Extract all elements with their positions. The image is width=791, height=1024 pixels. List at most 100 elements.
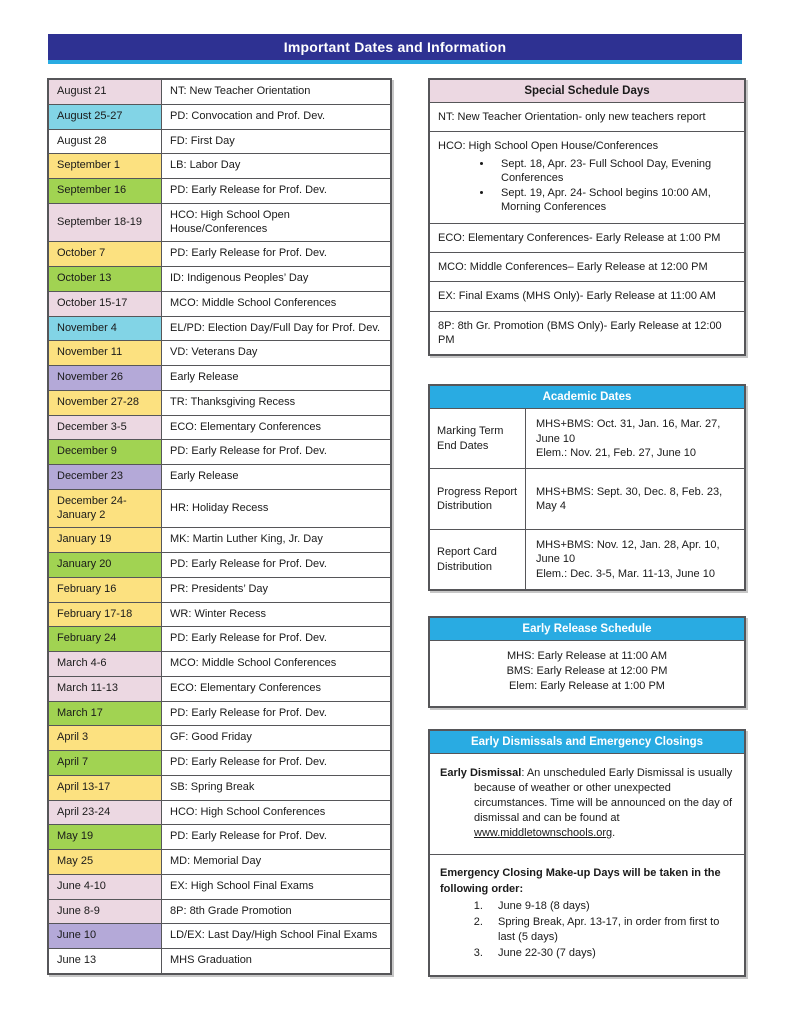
academic-row-label: Progress Report Distribution bbox=[430, 469, 526, 530]
description-cell: MHS Graduation bbox=[161, 947, 392, 975]
date-cell: September 1 bbox=[47, 153, 162, 179]
academic-dates-row: Report Card Distribution MHS+BMS: Nov. 12… bbox=[430, 530, 744, 590]
special-schedule-row-text: NT: New Teacher Orientation- only new te… bbox=[438, 111, 706, 123]
early-release-line: Elem: Early Release at 1:00 PM bbox=[509, 679, 665, 692]
table-row: February 16 PR: Presidents’ Day bbox=[47, 576, 392, 603]
date-cell: October 15-17 bbox=[47, 290, 162, 317]
description-cell: MCO: Middle School Conferences bbox=[161, 290, 392, 317]
special-schedule-row: 8P: 8th Gr. Promotion (BMS Only)- Early … bbox=[430, 312, 744, 355]
makeup-day-item: June 22-30 (7 days) bbox=[486, 946, 734, 961]
special-schedule-bullet: Sept. 18, Apr. 23- Full School Day, Even… bbox=[493, 157, 736, 186]
important-dates-table: August 21 NT: New Teacher Orientation Augu… bbox=[47, 78, 392, 975]
page-title: Important Dates and Information bbox=[283, 39, 507, 55]
description-cell: PD: Early Release for Prof. Dev. bbox=[161, 626, 392, 652]
date-cell: May 19 bbox=[47, 824, 162, 850]
special-schedule-row: NT: New Teacher Orientation- only new te… bbox=[430, 103, 744, 133]
table-row: January 19 MK: Martin Luther King, Jr. Da… bbox=[47, 527, 392, 553]
dismissals-panel: Early Dismissals and Emergency Closings … bbox=[428, 728, 746, 978]
date-cell: June 8-9 bbox=[47, 898, 162, 925]
table-row: September 18-19 HCO: High School Open Hou… bbox=[47, 202, 392, 243]
description-cell: PD: Early Release for Prof. Dev. bbox=[161, 178, 392, 204]
description-cell: MK: Martin Luther King, Jr. Day bbox=[161, 527, 392, 553]
table-row: June 8-9 8P: 8th Grade Promotion bbox=[47, 898, 392, 925]
spacer bbox=[428, 591, 746, 616]
date-cell: March 4-6 bbox=[47, 651, 162, 677]
date-cell: August 21 bbox=[47, 78, 162, 105]
special-schedule-row: HCO: High School Open House/Conferences S… bbox=[430, 132, 744, 224]
table-row: December 9 PD: Early Release for Prof. De… bbox=[47, 439, 392, 465]
table-row: September 16 PD: Early Release for Prof. … bbox=[47, 178, 392, 204]
table-row: August 21 NT: New Teacher Orientation bbox=[47, 78, 392, 105]
special-schedule-row-text: ECO: Elementary Conferences- Early Relea… bbox=[438, 231, 721, 244]
description-cell: NT: New Teacher Orientation bbox=[161, 78, 392, 105]
important-dates-table-body: August 21 NT: New Teacher Orientation Augu… bbox=[47, 78, 392, 975]
early-dismissal-text-end: . bbox=[612, 827, 616, 840]
description-cell: PD: Early Release for Prof. Dev. bbox=[161, 439, 392, 465]
table-row: March 11-13 ECO: Elementary Conferences bbox=[47, 675, 392, 702]
date-cell: August 25-27 bbox=[47, 103, 162, 130]
table-row: February 24 PD: Early Release for Prof. D… bbox=[47, 626, 392, 652]
description-cell: 8P: 8th Grade Promotion bbox=[161, 898, 392, 925]
description-cell: SB: Spring Break bbox=[161, 774, 392, 801]
spacer bbox=[428, 356, 746, 384]
academic-row-value: MHS+BMS: Nov. 12, Jan. 28, Apr. 10, June… bbox=[526, 530, 744, 589]
description-cell: ID: Indigenous Peoples’ Day bbox=[161, 266, 392, 292]
description-cell: HR: Holiday Recess bbox=[161, 488, 392, 529]
table-row: October 13 ID: Indigenous Peoples’ Day bbox=[47, 266, 392, 292]
description-cell: PD: Early Release for Prof. Dev. bbox=[161, 750, 392, 776]
academic-row-value-line: MHS+BMS: Oct. 31, Jan. 16, Mar. 27, June… bbox=[536, 418, 721, 445]
date-cell: November 26 bbox=[47, 365, 162, 391]
description-cell: ECO: Elementary Conferences bbox=[161, 414, 392, 441]
academic-dates-header: Academic Dates bbox=[430, 386, 744, 410]
description-cell: PD: Early Release for Prof. Dev. bbox=[161, 824, 392, 850]
table-row: May 25 MD: Memorial Day bbox=[47, 849, 392, 875]
special-schedule-row-text: 8P: 8th Gr. Promotion (BMS Only)- Early … bbox=[438, 319, 722, 346]
date-cell: February 24 bbox=[47, 626, 162, 652]
description-cell: PD: Early Release for Prof. Dev. bbox=[161, 552, 392, 578]
date-cell: January 20 bbox=[47, 552, 162, 578]
date-cell: December 23 bbox=[47, 464, 162, 490]
description-cell: MCO: Middle School Conferences bbox=[161, 651, 392, 677]
description-cell: GF: Good Friday bbox=[161, 725, 392, 751]
table-row: April 3 GF: Good Friday bbox=[47, 725, 392, 751]
academic-row-value: MHS+BMS: Sept. 30, Dec. 8, Feb. 23, May … bbox=[526, 469, 744, 529]
date-cell: September 18-19 bbox=[47, 202, 162, 243]
table-row: November 4 EL/PD: Election Day/Full Day f… bbox=[47, 315, 392, 342]
table-row: October 15-17 MCO: Middle School Conferen… bbox=[47, 290, 392, 317]
description-cell: EX: High School Final Exams bbox=[161, 873, 392, 900]
date-cell: December 3-5 bbox=[47, 414, 162, 441]
date-cell: May 25 bbox=[47, 849, 162, 875]
description-cell: EL/PD: Election Day/Full Day for Prof. D… bbox=[161, 315, 392, 342]
academic-row-value-line: Elem.: Dec. 3-5, Mar. 11-13, June 10 bbox=[536, 567, 715, 580]
table-row: April 13-17 SB: Spring Break bbox=[47, 774, 392, 801]
date-cell: April 13-17 bbox=[47, 774, 162, 801]
description-cell: Early Release bbox=[161, 365, 392, 391]
date-cell: November 4 bbox=[47, 315, 162, 342]
district-website-link[interactable]: www.middletownschools.org bbox=[474, 827, 613, 840]
special-schedule-row: ECO: Elementary Conferences- Early Relea… bbox=[430, 224, 744, 254]
emergency-closing-heading: Emergency Closing Make-up Days will be t… bbox=[440, 867, 721, 895]
early-release-header: Early Release Schedule bbox=[430, 618, 744, 642]
right-column: Special Schedule Days NT: New Teacher Or… bbox=[428, 78, 746, 978]
special-schedule-header: Special Schedule Days bbox=[430, 80, 744, 103]
table-row: December 23 Early Release bbox=[47, 464, 392, 490]
table-row: April 7 PD: Early Release for Prof. Dev. bbox=[47, 750, 392, 776]
date-cell: September 16 bbox=[47, 178, 162, 204]
description-cell: LD/EX: Last Day/High School Final Exams bbox=[161, 923, 392, 949]
description-cell: ECO: Elementary Conferences bbox=[161, 675, 392, 702]
early-release-body: MHS: Early Release at 11:00 AM BMS: Early… bbox=[430, 641, 744, 706]
description-cell: HCO: High School Open House/Conferences bbox=[161, 202, 392, 243]
date-cell: December 9 bbox=[47, 439, 162, 465]
description-cell: LB: Labor Day bbox=[161, 153, 392, 179]
special-schedule-bullet-list: Sept. 18, Apr. 23- Full School Day, Even… bbox=[438, 157, 736, 215]
date-cell: March 17 bbox=[47, 700, 162, 727]
table-row: June 13 MHS Graduation bbox=[47, 947, 392, 975]
description-cell: PD: Early Release for Prof. Dev. bbox=[161, 241, 392, 267]
special-schedule-row-text: MCO: Middle Conferences– Early Release a… bbox=[438, 261, 708, 274]
table-row: August 25-27 PD: Convocation and Prof. De… bbox=[47, 103, 392, 130]
description-cell: TR: Thanksgiving Recess bbox=[161, 389, 392, 416]
description-cell: WR: Winter Recess bbox=[161, 601, 392, 628]
table-row: November 26 Early Release bbox=[47, 365, 392, 391]
date-cell: June 4-10 bbox=[47, 873, 162, 900]
